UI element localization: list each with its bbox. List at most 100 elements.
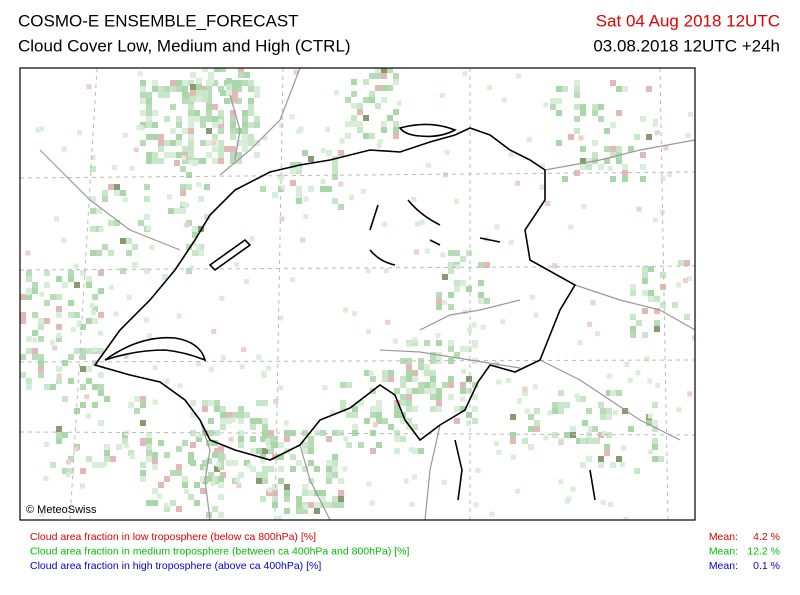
cloud-cell	[248, 98, 254, 104]
cloud-cell	[32, 282, 38, 288]
cloud-cell	[98, 372, 104, 378]
cloud-cell	[338, 496, 344, 502]
cloud-cell	[230, 110, 236, 116]
cloud-cell	[672, 302, 678, 308]
cloud-cell	[365, 329, 371, 335]
cloud-cell	[90, 208, 96, 214]
cloud-cell	[278, 385, 284, 391]
cloud-cell	[343, 436, 349, 442]
cloud-cell	[61, 146, 67, 152]
cloud-cell	[290, 454, 296, 460]
cloud-cell	[627, 378, 633, 384]
cloud-cell	[206, 116, 212, 122]
cloud-cell	[108, 184, 114, 190]
cloud-cell	[133, 147, 139, 153]
cloud-cell	[123, 353, 129, 359]
cloud-cell	[333, 90, 339, 96]
cloud-cell	[284, 436, 290, 442]
cloud-cell	[642, 290, 648, 296]
cloud-cell	[543, 435, 549, 441]
cloud-cell	[56, 336, 62, 342]
cloud-cell	[80, 468, 86, 474]
cloud-cell	[238, 412, 244, 418]
cloud-cell	[86, 84, 92, 90]
cloud-cell	[32, 354, 38, 360]
cloud-cell	[220, 412, 226, 418]
cloud-cell	[455, 264, 461, 270]
cloud-cell	[574, 393, 580, 399]
cloud-cell	[400, 358, 406, 364]
cloud-cell	[326, 466, 332, 472]
cloud-cell	[441, 479, 447, 485]
cloud-cell	[202, 96, 208, 102]
subtitle: Cloud Cover Low, Medium and High (CTRL)	[18, 36, 351, 55]
cloud-cell	[170, 500, 176, 506]
cloud-cell	[248, 104, 254, 110]
cloud-cell	[370, 448, 376, 454]
cloud-cell	[137, 71, 143, 77]
cloud-cell	[500, 319, 506, 325]
cloud-cell	[44, 270, 50, 276]
cloud-cell	[412, 337, 418, 343]
cloud-cell	[176, 506, 182, 512]
cloud-cell	[218, 140, 224, 146]
cloud-cell	[194, 500, 200, 506]
cloud-cell	[74, 282, 80, 288]
cloud-cell	[170, 470, 176, 476]
cloud-cell	[473, 502, 479, 508]
cloud-cell	[56, 306, 62, 312]
valid-time: Sat 04 Aug 2018 12UTC	[596, 11, 780, 30]
cloud-cell	[176, 446, 182, 452]
cloud-cell	[660, 284, 666, 290]
cloud-cell	[164, 92, 170, 98]
cloud-cell	[676, 407, 682, 413]
cloud-cell	[146, 333, 152, 339]
cloud-cell	[186, 184, 192, 190]
cloud-cell	[196, 436, 202, 442]
cloud-cell	[176, 86, 182, 92]
cloud-cell	[164, 116, 170, 122]
cloud-cell	[622, 86, 628, 92]
cloud-cell	[562, 86, 568, 92]
cloud-cell	[190, 442, 196, 448]
cloud-cell	[92, 384, 98, 390]
cloud-cell	[448, 358, 454, 364]
cloud-cell	[164, 378, 170, 384]
cloud-cell	[376, 406, 382, 412]
cloud-cell	[290, 466, 296, 472]
cloud-cell	[262, 478, 268, 484]
cloud-cell	[529, 294, 535, 300]
cloud-cell	[616, 390, 622, 396]
cloud-cell	[406, 358, 412, 364]
cloud-cell	[194, 482, 200, 488]
cloud-cell	[134, 408, 140, 414]
cloud-cell	[493, 441, 499, 447]
cloud-cell	[352, 430, 358, 436]
cloud-cell	[388, 376, 394, 382]
cloud-cell	[197, 432, 203, 438]
cloud-cell	[32, 348, 38, 354]
cloud-cell	[382, 370, 388, 376]
cloud-cell	[158, 440, 164, 446]
cloud-cell	[616, 86, 622, 92]
cloud-cell	[164, 86, 170, 92]
cloud-cell	[120, 190, 126, 196]
cloud-cell	[56, 366, 62, 372]
cloud-cell	[180, 184, 186, 190]
cloud-cell	[562, 176, 568, 182]
cloud-cell	[196, 96, 202, 102]
cloud-cell	[68, 456, 74, 462]
cloud-cell	[448, 394, 454, 400]
cloud-cell	[102, 244, 108, 250]
cloud-cell	[357, 109, 363, 115]
cloud-cell	[238, 418, 244, 424]
cloud-cell	[61, 237, 67, 243]
cloud-cell	[144, 184, 150, 190]
cloud-cell	[192, 250, 198, 256]
cloud-cell	[654, 320, 660, 326]
cloud-cell	[206, 458, 212, 464]
cloud-cell	[182, 476, 188, 482]
cloud-cell	[238, 68, 244, 72]
cloud-cell	[256, 354, 262, 360]
cloud-cell	[607, 501, 613, 507]
